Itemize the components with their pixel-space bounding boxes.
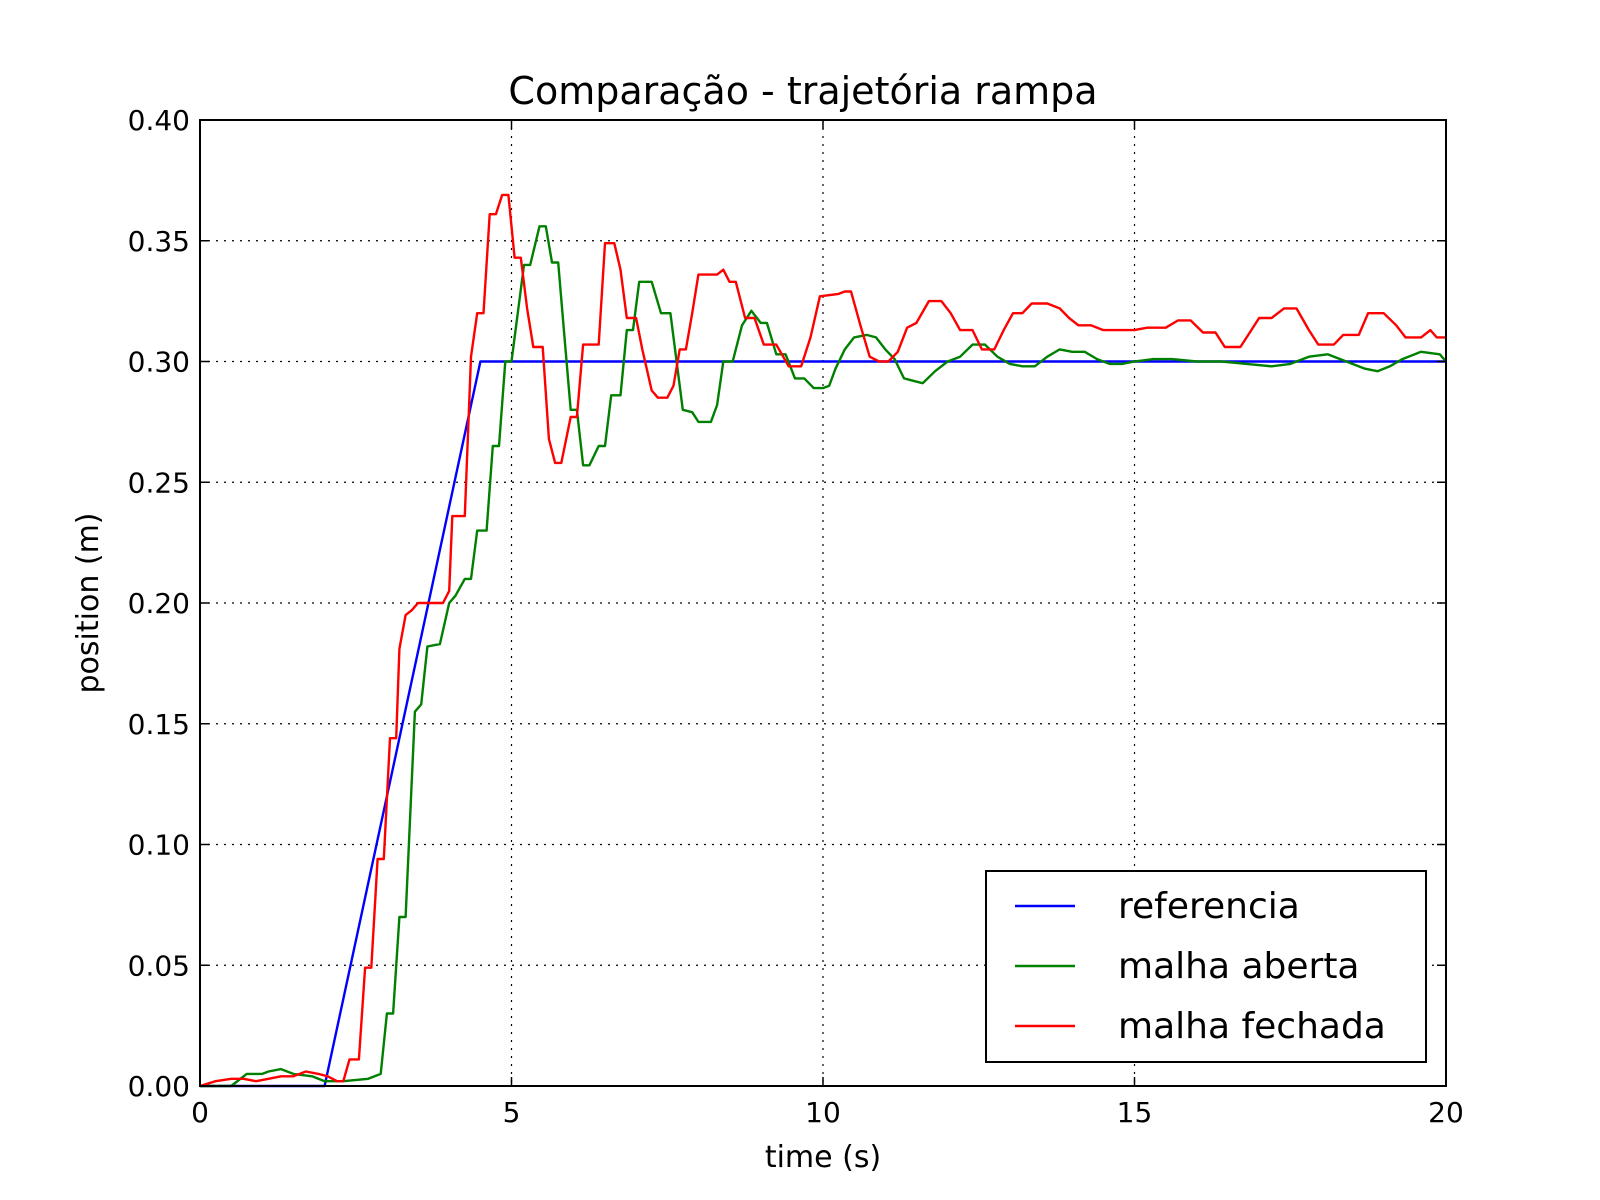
x-tick-label: 5 [503,1096,521,1129]
y-tick-label: 0.35 [128,225,190,258]
legend-label-malha-aberta: malha aberta [1118,946,1360,987]
legend-label-referencia: referencia [1118,886,1300,927]
y-tick-label: 0.10 [128,829,190,862]
legend: referencia malha aberta malha fechada [985,870,1427,1063]
y-tick-label: 0.05 [128,949,190,982]
y-tick-label: 0.25 [128,466,190,499]
x-tick-label: 0 [191,1096,209,1129]
chart-title: Comparação - trajetória rampa [508,69,1097,113]
x-axis-label: time (s) [765,1140,881,1175]
grid [200,120,1446,1086]
y-tick-label: 0.20 [128,587,190,620]
axis-ticks: 0 5 10 15 20 0.00 0.05 0.10 0.15 0.20 0.25 0.30 0.35… [128,104,1464,1129]
x-tick-label: 15 [1117,1096,1153,1129]
series-line-malha-aberta [200,225,1447,1088]
y-tick-label: 0.15 [128,708,190,741]
x-tick-label: 10 [805,1096,841,1129]
x-tick-label: 20 [1428,1096,1464,1129]
y-tick-label: 0.30 [128,346,190,379]
y-tick-label: 0.00 [128,1070,190,1103]
legend-label-malha-fechada: malha fechada [1118,1006,1386,1047]
y-tick-label: 0.40 [128,104,190,137]
series-line-malha-fechada [199,193,1446,1088]
y-axis-label: position (m) [71,513,106,694]
